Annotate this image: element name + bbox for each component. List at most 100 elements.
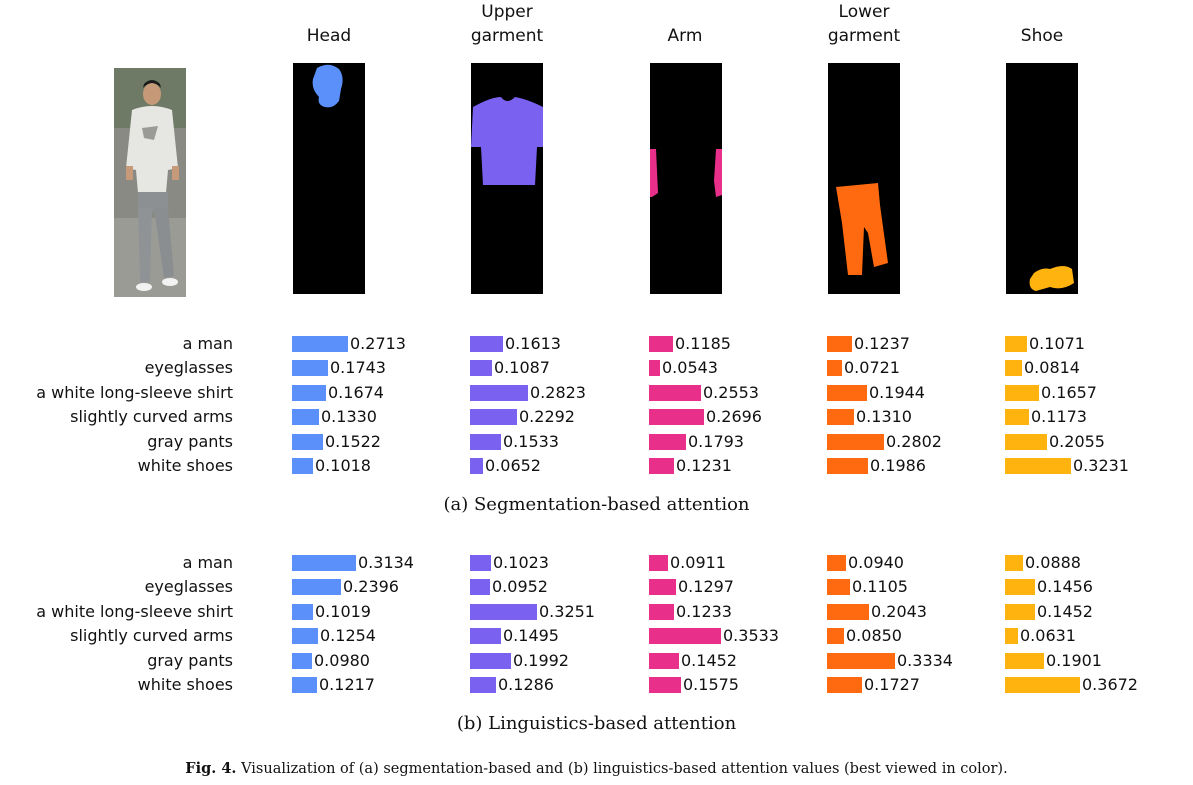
value-label-arm-white-shoes: 0.1575: [683, 675, 739, 694]
bar-upper-garment-a-white-long-sleeve-shirt: [470, 384, 528, 401]
bar-shoe-a-white-long-sleeve-shirt: [1005, 603, 1035, 620]
column-header-line2: Shoe: [1020, 26, 1064, 46]
column-header-line2: Head: [306, 26, 352, 46]
column-header-line2: garment: [470, 26, 544, 46]
bar-upper-garment-a-white-long-sleeve-shirt: [470, 603, 537, 620]
bar-head-slightly-curved-arms: [292, 409, 319, 426]
value-label-arm-slightly-curved-arms: 0.3533: [723, 626, 779, 646]
figure-caption-label: Fig. 4.: [185, 760, 237, 777]
bar-head-gray-pants: [292, 652, 312, 669]
bar-head-a-man: [292, 555, 356, 571]
bar-lower-garment-eyeglasses: [827, 360, 842, 377]
value-label-arm-a-white-long-sleeve-shirt: 0.1233: [676, 601, 732, 621]
row-label-gray-pants: gray pants: [147, 650, 233, 670]
bar-lower-garment-white-shoes: [827, 458, 868, 474]
value-label-lower-garment-a-white-long-sleeve-shirt: 0.2043: [871, 601, 927, 621]
figure-caption: Fig. 4. Visualization of (a) segmentatio…: [0, 760, 1193, 777]
bar-arm-white-shoes: [649, 458, 674, 474]
column-header-arm: Arm: [615, 0, 755, 48]
value-label-upper-garment-eyeglasses: 0.1087: [494, 358, 550, 378]
bar-arm-a-man: [649, 336, 673, 352]
value-label-arm-eyeglasses: 0.0543: [662, 358, 718, 378]
shoe-mask: [1006, 63, 1078, 294]
pedestrian-photo: [114, 68, 186, 297]
lower-garment-mask: [828, 63, 900, 294]
value-label-shoe-gray-pants: 0.2055: [1049, 431, 1105, 451]
value-label-upper-garment-gray-pants: 0.1533: [503, 431, 559, 451]
arm-mask: [650, 63, 722, 294]
value-label-lower-garment-gray-pants: 0.3334: [897, 650, 953, 670]
value-label-lower-garment-eyeglasses: 0.0721: [844, 358, 900, 378]
value-label-arm-eyeglasses: 0.1297: [678, 577, 734, 597]
row-label-a-man: a man: [182, 334, 233, 353]
bar-arm-eyeglasses: [649, 579, 676, 596]
value-label-head-white-shoes: 0.1018: [315, 456, 371, 475]
row-label-a-white-long-sleeve-shirt: a white long-sleeve shirt: [36, 601, 233, 621]
bar-lower-garment-gray-pants: [827, 433, 884, 450]
row-label-gray-pants: gray pants: [147, 431, 233, 451]
head-mask: [293, 63, 365, 294]
value-label-arm-gray-pants: 0.1452: [681, 650, 737, 670]
column-header-line1: [615, 0, 755, 24]
bar-head-a-white-long-sleeve-shirt: [292, 603, 313, 620]
value-label-lower-garment-slightly-curved-arms: 0.1310: [856, 407, 912, 427]
value-label-lower-garment-gray-pants: 0.2802: [886, 431, 942, 451]
bar-upper-garment-gray-pants: [470, 652, 511, 669]
bar-lower-garment-gray-pants: [827, 652, 895, 669]
value-label-upper-garment-a-man: 0.1613: [505, 334, 561, 353]
bar-arm-a-white-long-sleeve-shirt: [649, 384, 701, 401]
bar-lower-garment-eyeglasses: [827, 579, 850, 596]
row-label-eyeglasses: eyeglasses: [144, 358, 233, 378]
value-label-shoe-eyeglasses: 0.1456: [1037, 577, 1093, 597]
row-label-white-shoes: white shoes: [137, 675, 233, 694]
bar-upper-garment-a-man: [470, 555, 491, 571]
value-label-arm-slightly-curved-arms: 0.2696: [706, 407, 762, 427]
bar-upper-garment-slightly-curved-arms: [470, 409, 517, 426]
subcaption-b: (b) Linguistics-based attention: [456, 713, 737, 734]
bar-upper-garment-gray-pants: [470, 433, 501, 450]
value-label-shoe-a-man: 0.0888: [1025, 553, 1081, 572]
value-label-arm-a-white-long-sleeve-shirt: 0.2553: [703, 382, 759, 402]
value-label-head-gray-pants: 0.1522: [325, 431, 381, 451]
value-label-lower-garment-white-shoes: 0.1986: [870, 456, 926, 475]
value-label-upper-garment-a-white-long-sleeve-shirt: 0.2823: [530, 382, 586, 402]
value-label-arm-a-man: 0.1185: [675, 334, 731, 353]
bar-upper-garment-white-shoes: [470, 677, 496, 693]
value-label-head-eyeglasses: 0.1743: [330, 358, 386, 378]
bar-shoe-white-shoes: [1005, 458, 1071, 474]
value-label-head-eyeglasses: 0.2396: [343, 577, 399, 597]
value-label-upper-garment-gray-pants: 0.1992: [513, 650, 569, 670]
row-label-a-white-long-sleeve-shirt: a white long-sleeve shirt: [36, 382, 233, 402]
bar-upper-garment-eyeglasses: [470, 579, 490, 596]
bar-shoe-eyeglasses: [1005, 360, 1022, 377]
bar-head-a-man: [292, 336, 348, 352]
row-label-a-man: a man: [182, 553, 233, 572]
column-header-lower-garment: Lower garment: [794, 0, 934, 48]
bar-shoe-gray-pants: [1005, 433, 1047, 450]
bar-shoe-a-man: [1005, 555, 1023, 571]
column-header-line1: Upper: [481, 2, 533, 22]
bar-arm-eyeglasses: [649, 360, 660, 377]
value-label-arm-white-shoes: 0.1231: [676, 456, 732, 475]
value-label-upper-garment-slightly-curved-arms: 0.2292: [519, 407, 575, 427]
bar-shoe-slightly-curved-arms: [1005, 628, 1018, 645]
bar-upper-garment-a-man: [470, 336, 503, 352]
value-label-head-a-man: 0.2713: [350, 334, 406, 353]
value-label-shoe-a-white-long-sleeve-shirt: 0.1657: [1041, 382, 1097, 402]
bar-head-a-white-long-sleeve-shirt: [292, 384, 326, 401]
bar-head-eyeglasses: [292, 579, 341, 596]
column-header-line2: Arm: [667, 26, 703, 46]
bar-arm-slightly-curved-arms: [649, 628, 721, 645]
bar-arm-white-shoes: [649, 677, 681, 693]
value-label-upper-garment-a-man: 0.1023: [493, 553, 549, 572]
bar-lower-garment-a-white-long-sleeve-shirt: [827, 603, 869, 620]
value-label-upper-garment-a-white-long-sleeve-shirt: 0.3251: [539, 601, 595, 621]
figure-caption-text: Visualization of (a) segmentation-based …: [241, 761, 1008, 777]
value-label-shoe-a-man: 0.1071: [1029, 334, 1085, 353]
bar-shoe-gray-pants: [1005, 652, 1044, 669]
bar-lower-garment-a-man: [827, 555, 846, 571]
value-label-shoe-eyeglasses: 0.0814: [1024, 358, 1080, 378]
value-label-arm-a-man: 0.0911: [670, 553, 726, 572]
value-label-head-a-white-long-sleeve-shirt: 0.1019: [315, 601, 371, 621]
bar-upper-garment-eyeglasses: [470, 360, 492, 377]
